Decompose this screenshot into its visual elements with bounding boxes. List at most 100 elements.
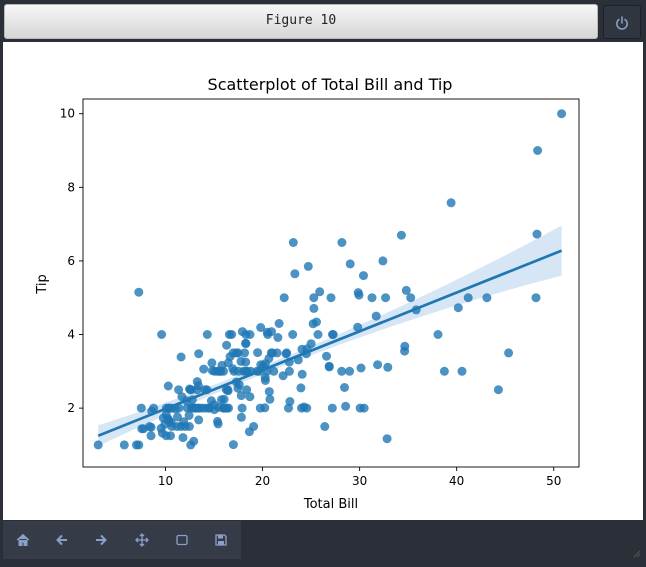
scatter-point [267,327,276,337]
x-axis-label: Total Bill [303,497,358,512]
scatter-point [359,271,368,281]
scatter-point [337,366,347,376]
scatter-point [146,422,156,432]
confidence-band-area [98,225,562,447]
scatter-point [236,391,246,401]
scatter-point [354,290,364,300]
scatter-point [439,366,449,376]
regression-line [97,249,563,437]
scatter-point [207,358,217,368]
scatter-point [227,330,237,339]
scatter-point [166,431,175,441]
scatter-point [340,383,349,392]
scatter-point [288,238,298,247]
home-button[interactable] [6,525,40,555]
save-icon [215,534,227,546]
save-button[interactable] [204,525,238,555]
scatter-point [134,287,144,297]
x-tick-label: 10 [158,474,173,488]
scatter-point [453,303,463,313]
scatter-point [260,376,270,385]
scatter-point [278,371,288,381]
scatter-point [184,422,194,431]
scatter-point [327,403,337,413]
scatter-point [272,348,282,358]
scatter-point [285,397,295,406]
scatter-point [532,229,542,239]
points-layer [93,109,567,450]
scatter-point [279,293,289,303]
scatter-point [531,293,541,303]
scatter-point [302,403,312,413]
scatter-point [149,403,159,413]
scatter-point [202,330,212,339]
scatter-point [282,348,292,358]
scatter-point [284,366,294,376]
scatter-point [199,364,209,374]
chart-title: Scatterplot of Total Bill and Tip [208,75,453,94]
forward-button[interactable] [84,525,118,555]
scatter-point [260,403,270,413]
power-button[interactable] [603,5,641,39]
zoom-rect-icon [176,534,188,546]
y-tick-label: 10 [60,107,75,121]
scatter-point [146,431,156,441]
scatter-point [273,333,283,342]
scatter-point [176,352,186,362]
confidence-band [98,225,562,447]
scatter-point [463,293,473,303]
scatter-point [189,436,199,446]
forward-icon [96,534,107,546]
scatter-point [345,259,355,269]
scatter-point [184,411,194,420]
back-icon [56,534,67,546]
scatter-point [173,412,182,422]
scatter-point [237,403,247,413]
scatter-point [326,293,336,303]
y-tick-label: 4 [67,328,75,342]
pan-button[interactable] [125,525,159,555]
scatter-point [178,433,188,443]
scatter-point [163,381,173,391]
x-axis-ticks: 10 20 30 40 50 [158,467,561,488]
pan-icon [135,533,149,547]
scatter-point [493,385,503,395]
y-tick-label: 8 [67,180,75,194]
scatter-point [290,269,300,279]
scatter-point [136,403,146,413]
scatter-point [359,403,369,413]
scatter-point [241,338,251,348]
figure-canvas[interactable]: Scatterplot of Total Bill and Tip 10 20 30… [3,42,643,558]
scatter-point [406,293,416,303]
scatter-point [306,339,316,349]
scatter-point [341,401,351,411]
scatter-point [93,440,103,450]
scatter-point [396,230,406,240]
scatter-point [219,394,229,404]
zoom-button[interactable] [165,525,199,555]
scatter-point [194,415,204,425]
scatter-point [119,440,129,450]
scatter-point [373,360,383,370]
scatter-point [236,412,246,422]
scatter-point [193,381,203,391]
scatter-point [242,385,252,395]
scatter-point [378,256,388,266]
resize-grip-icon[interactable] [633,550,641,558]
scatter-point [194,349,204,359]
plot-frame [82,98,580,468]
x-tick-label: 20 [255,474,270,488]
scatter-point [249,422,259,431]
scatter-point [264,387,274,397]
scatter-point [328,330,338,339]
back-button[interactable] [45,525,79,555]
scatter-point [256,323,266,332]
scatter-point [240,348,250,358]
scatter-point [324,362,334,372]
scatter-point [320,422,330,431]
scatter-point [382,434,392,444]
scatter-point [269,366,279,376]
scatter-point [312,317,321,327]
scatter-point [297,369,307,379]
scatter-point [296,383,306,393]
